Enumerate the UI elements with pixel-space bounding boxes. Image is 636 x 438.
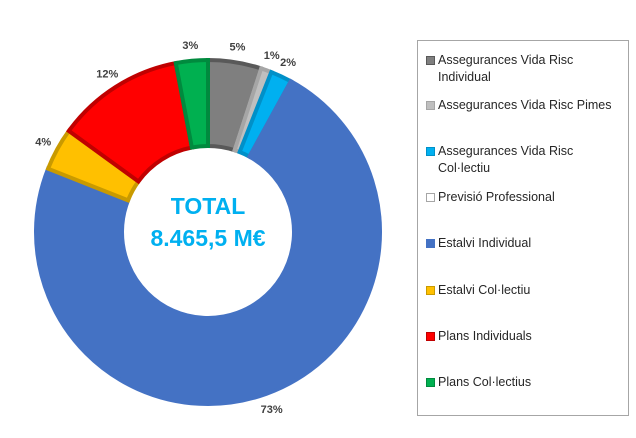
legend-item-assegurances-vida-risc-individual: Assegurances Vida Risc Individual — [426, 52, 624, 86]
slice-estalvi-individual — [34, 78, 382, 406]
legend-label: Plans Col·lectius — [438, 375, 532, 389]
legend-label: Plans Individuals — [438, 329, 532, 343]
data-labels-group: 5% 1%2% 73% 4% 12% 3% — [35, 40, 296, 416]
legend-label: Assegurances Vida Risc Individual — [438, 53, 574, 84]
legend-item-plans-col-lectius: Plans Col·lectius — [426, 374, 624, 391]
center-total-label: TOTAL — [171, 193, 246, 219]
legend-label: Estalvi Individual — [438, 236, 532, 250]
legend-swatch — [426, 147, 435, 156]
legend-item-assegurances-vida-risc-pimes: Assegurances Vida Risc Pimes — [426, 97, 624, 114]
data-label-estalvi-col-lectiu: 4% — [35, 136, 51, 148]
slices-group — [34, 57, 382, 406]
data-label-assegurances-vida-risc-col-lectiu: 2% — [280, 57, 296, 69]
legend-label: Previsió Professional — [438, 190, 555, 204]
legend-label: Assegurances Vida Risc Pimes — [438, 98, 612, 112]
legend-swatch — [426, 193, 435, 202]
legend-item-plans-individuals: Plans Individuals — [426, 328, 624, 345]
data-label-assegurances-vida-risc-individual: 5% — [229, 41, 245, 53]
legend-item-previsio-professional: Previsió Professional — [426, 189, 624, 206]
legend-swatch — [426, 286, 435, 295]
legend-label: Assegurances Vida Risc Col·lectiu — [438, 144, 574, 175]
slice-plans-col-lectius — [173, 57, 210, 150]
center-total-value: 8.465,5 M€ — [150, 225, 265, 251]
doughnut-chart: 5% 1%2% 73% 4% 12% 3% TOTAL 8.465,5 M€ — [34, 40, 382, 416]
legend-swatch — [426, 239, 435, 248]
legend-swatch — [426, 56, 435, 65]
data-label-assegurances-vida-risc-pimes: 1% — [264, 50, 280, 62]
data-label-plans-individuals: 12% — [96, 68, 118, 80]
legend-item-assegurances-vida-risc-col-lectiu: Assegurances Vida Risc Col·lectiu — [426, 143, 624, 177]
data-label-plans-col-lectius: 3% — [182, 40, 198, 52]
legend-swatch — [426, 101, 435, 110]
legend-swatch — [426, 332, 435, 341]
legend-label: Estalvi Col·lectiu — [438, 283, 531, 297]
legend-item-estalvi-col-lectiu: Estalvi Col·lectiu — [426, 282, 624, 299]
chart-legend: Assegurances Vida Risc Individual Assegur… — [417, 40, 629, 416]
data-label-estalvi-individual: 73% — [261, 404, 283, 416]
legend-swatch — [426, 378, 435, 387]
legend-item-estalvi-individual: Estalvi Individual — [426, 235, 624, 252]
